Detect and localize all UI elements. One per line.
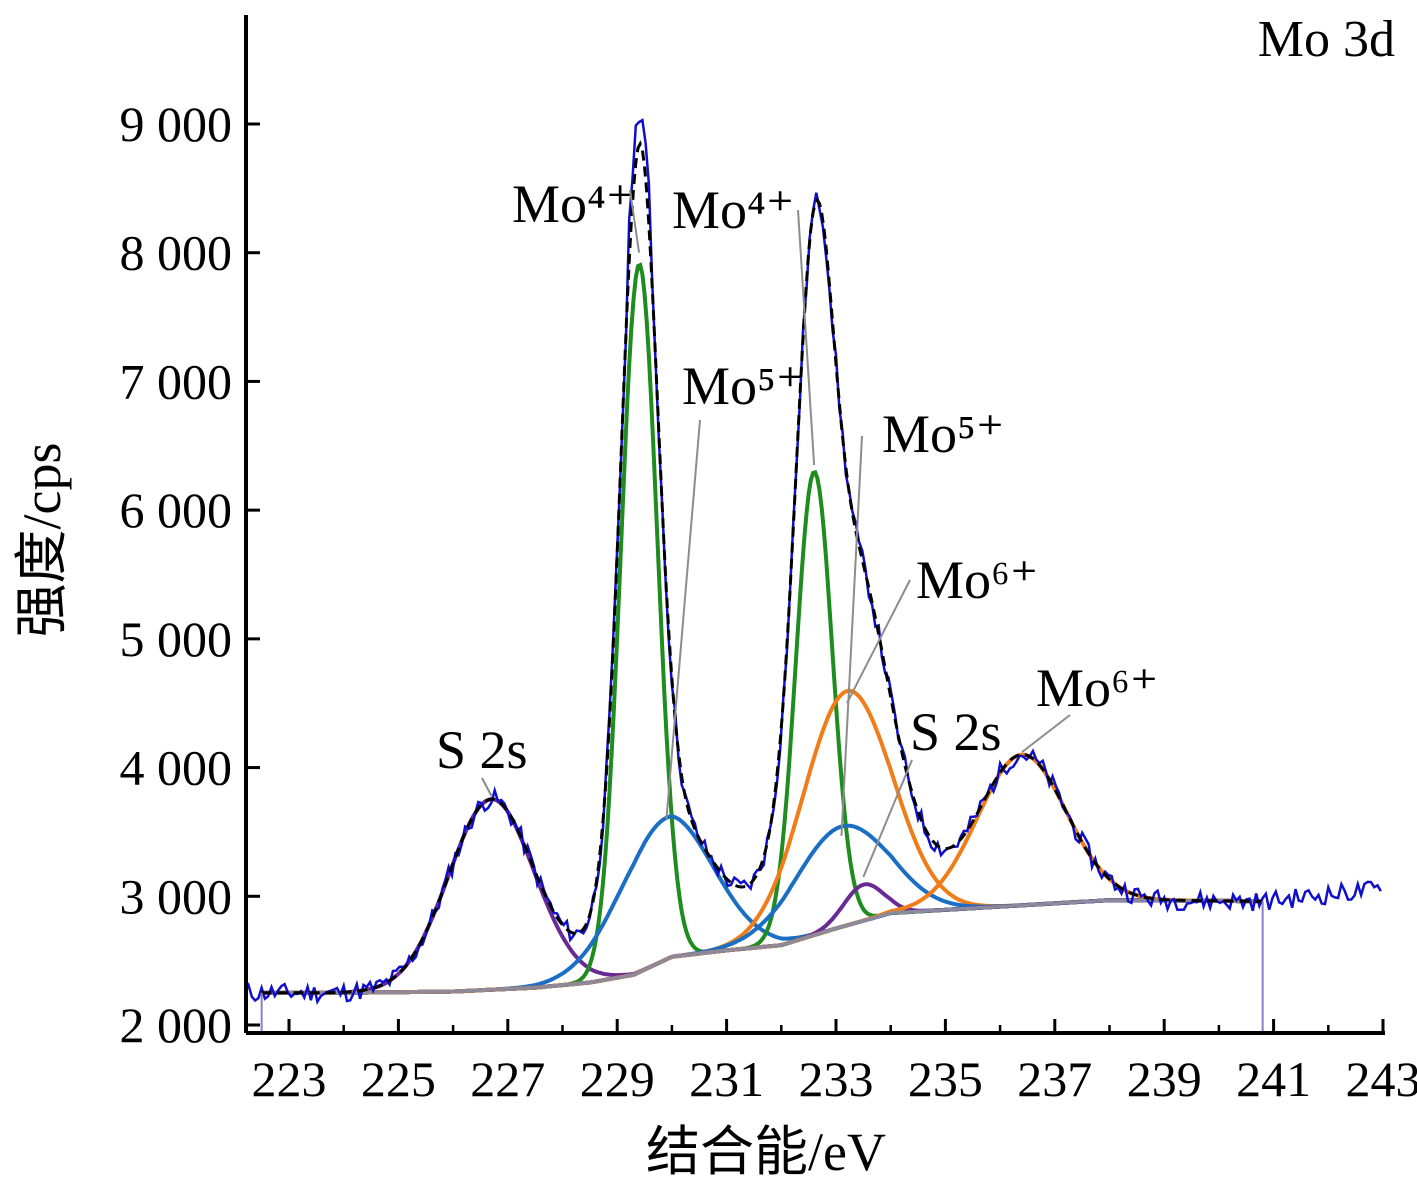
peak-label: Mo⁶⁺ (1036, 658, 1158, 718)
baseline-curve (261, 898, 1262, 995)
y-tick-label: 8 000 (120, 225, 233, 281)
raw-data-curve (244, 118, 1382, 1005)
leader-line (797, 209, 816, 466)
x-tick-label: 233 (799, 1051, 874, 1107)
y-axis-title: 强度/cps (12, 443, 72, 638)
peak-label: S 2s (910, 702, 1002, 762)
y-tick-label: 6 000 (120, 482, 233, 538)
leader-line (840, 435, 863, 836)
tick-labels-layer: 223 225 227 229 231 233 235 237 239 241 243 2 000 3 … (120, 96, 1417, 1107)
x-tick-label: 239 (1127, 1051, 1202, 1107)
leader-line (481, 777, 493, 797)
x-tick-label: 225 (361, 1051, 436, 1107)
peak-label: Mo⁶⁺ (916, 550, 1038, 610)
component-curve-4 (261, 469, 1262, 995)
component-curve-3 (261, 814, 1262, 995)
x-tick-label: 243 (1346, 1051, 1417, 1107)
axes-layer (244, 15, 1385, 1035)
x-tick-label: 237 (1017, 1051, 1092, 1107)
peak-label: Mo⁴⁺ (512, 174, 634, 234)
y-tick-label: 5 000 (120, 611, 233, 667)
component-curve-1 (261, 797, 1262, 995)
x-tick-label: 223 (252, 1051, 327, 1107)
y-tick-label: 3 000 (120, 868, 233, 924)
x-tick-label: 231 (689, 1051, 764, 1107)
y-tick-label: 7 000 (120, 353, 233, 409)
x-tick-label: 241 (1236, 1051, 1311, 1107)
x-axis-title: 结合能/eV (646, 1122, 886, 1181)
curves-layer (244, 118, 1382, 1033)
y-tick-label: 9 000 (120, 96, 233, 152)
leader-line (1021, 714, 1071, 753)
x-tick-label: 235 (908, 1051, 983, 1107)
envelope-curve (261, 140, 1262, 995)
x-tick-label: 229 (580, 1051, 655, 1107)
peak-label: Mo⁵⁺ (682, 356, 804, 416)
leader-line (629, 189, 641, 253)
peak-label: S 2s (436, 720, 528, 780)
y-tick-label: 4 000 (120, 740, 233, 796)
peak-label: Mo⁴⁺ (672, 180, 794, 240)
annotations-layer: S 2s Mo⁴⁺ Mo⁴⁺ Mo⁵⁺ Mo⁵⁺ Mo⁶⁺ S 2s Mo⁶⁺ (436, 174, 1158, 878)
leader-line (862, 759, 913, 878)
peak-label: Mo⁵⁺ (882, 404, 1004, 464)
panel-label: Mo 3d (1258, 11, 1395, 68)
leader-line (665, 419, 701, 820)
leader-line (846, 579, 911, 704)
x-tick-label: 227 (470, 1051, 545, 1107)
y-tick-label: 2 000 (120, 997, 233, 1053)
